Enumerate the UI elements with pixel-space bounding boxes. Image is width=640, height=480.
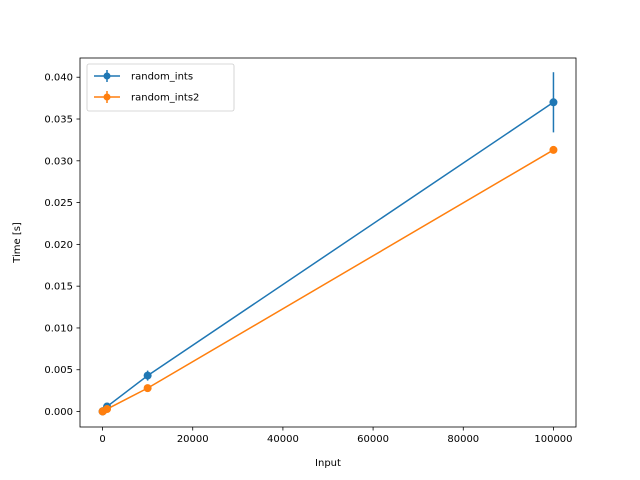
data-point	[143, 371, 152, 380]
x-tick-label: 100000	[534, 434, 572, 445]
data-point	[549, 145, 558, 154]
y-tick-label: 0.020	[44, 240, 73, 251]
y-tick-label: 0.000	[44, 407, 73, 418]
series-random_ints2	[98, 145, 558, 416]
legend-label: random_ints	[131, 72, 193, 83]
y-tick-label: 0.035	[44, 115, 73, 126]
x-axis-label: Input	[315, 458, 341, 469]
legend-box	[86, 63, 235, 112]
legend-label: random_ints2	[131, 93, 199, 104]
x-tick-label: 80000	[447, 434, 479, 445]
plot-area	[98, 72, 558, 416]
y-tick-label: 0.030	[44, 156, 73, 167]
legend-marker	[103, 93, 111, 101]
legend-marker	[103, 72, 111, 80]
axes-frame	[79, 57, 577, 428]
legend-entry: random_ints	[94, 70, 193, 83]
y-tick-label: 0.010	[44, 323, 73, 334]
x-tick-label: 40000	[267, 434, 299, 445]
x-tick-label: 20000	[177, 434, 209, 445]
data-point	[549, 98, 558, 107]
x-tick-label: 60000	[357, 434, 389, 445]
data-point	[103, 405, 112, 414]
y-tick-label: 0.040	[44, 73, 73, 84]
y-axis-label: Time [s]	[12, 222, 23, 264]
data-point	[143, 384, 152, 393]
y-tick-label: 0.005	[44, 365, 73, 376]
y-axis-ticks: 0.000 0.005 0.010 0.015 0.020 0.025 0.030 0.035…	[44, 73, 80, 418]
y-tick-label: 0.025	[44, 198, 73, 209]
legend: random_ints random_ints2	[86, 63, 235, 112]
legend-entry: random_ints2	[94, 91, 199, 104]
y-tick-label: 0.015	[44, 282, 73, 293]
x-tick-label: 0	[99, 434, 105, 445]
x-axis-ticks: 0 20000 40000 60000 80000 100000	[99, 427, 573, 445]
